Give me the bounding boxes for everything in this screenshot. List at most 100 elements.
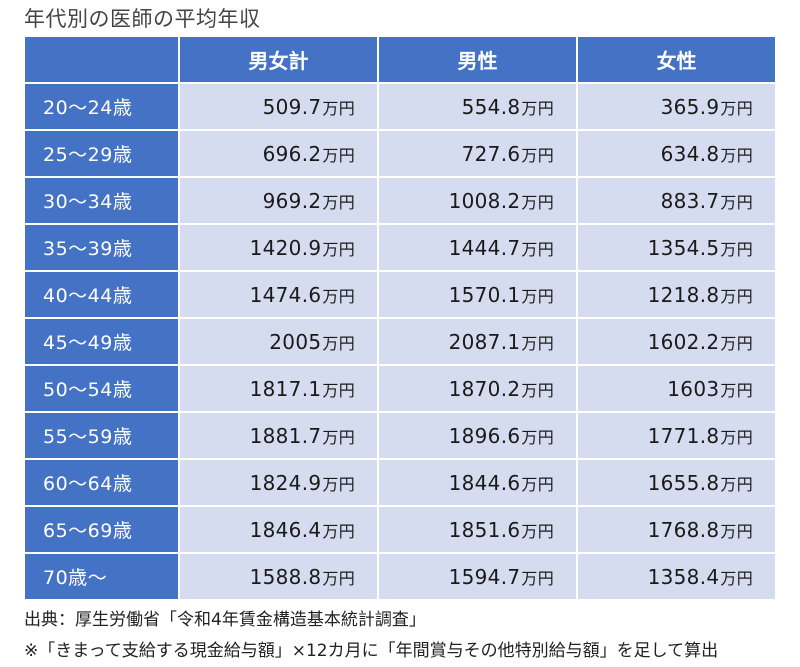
cell-value: 1602.2 [647, 329, 720, 354]
cell-unit: 万円 [720, 427, 753, 447]
row-header-age: 45～49歳 [25, 319, 178, 364]
cell-unit: 万円 [521, 427, 554, 447]
calculation-note: ※「きまって支給する現金給与額」×12カ月に「年間賞与その他特別給与額」を足して… [24, 641, 719, 661]
cell-male: 2087.1 万円 [379, 319, 576, 364]
cell-unit: 万円 [322, 239, 355, 259]
cell-female: 1655.8 万円 [578, 460, 775, 505]
cell-value: 969.2 [262, 188, 322, 213]
row-header-age: 20～24歳 [25, 84, 178, 129]
cell-unit: 万円 [720, 145, 753, 165]
cell-value: 1444.7 [448, 235, 521, 260]
cell-unit: 万円 [322, 380, 355, 400]
cell-value: 509.7 [262, 94, 322, 119]
cell-value: 2087.1 [448, 329, 521, 354]
row-header-age: 25～29歳 [25, 131, 178, 176]
cell-value: 1594.7 [448, 564, 521, 589]
cell-value: 554.8 [461, 94, 521, 119]
cell-male: 1896.6 万円 [379, 413, 576, 458]
cell-male: 554.8 万円 [379, 84, 576, 129]
cell-value: 1851.6 [448, 517, 521, 542]
cell-unit: 万円 [720, 286, 753, 306]
cell-total: 1474.6 万円 [180, 272, 377, 317]
cell-male: 727.6 万円 [379, 131, 576, 176]
row-header-age: 50～54歳 [25, 366, 178, 411]
cell-female: 1768.8 万円 [578, 507, 775, 552]
cell-female: 1354.5 万円 [578, 225, 775, 270]
cell-value: 1844.6 [448, 470, 521, 495]
cell-unit: 万円 [322, 333, 355, 353]
cell-value: 1420.9 [249, 235, 322, 260]
cell-value: 1655.8 [647, 470, 720, 495]
cell-unit: 万円 [720, 98, 753, 118]
cell-unit: 万円 [521, 380, 554, 400]
cell-unit: 万円 [521, 239, 554, 259]
cell-male: 1870.2 万円 [379, 366, 576, 411]
cell-unit: 万円 [720, 380, 753, 400]
column-header-male: 男性 [379, 37, 576, 82]
cell-value: 1817.1 [249, 376, 322, 401]
cell-female: 365.9 万円 [578, 84, 775, 129]
cell-unit: 万円 [521, 568, 554, 588]
cell-value: 696.2 [262, 141, 322, 166]
cell-male: 1844.6 万円 [379, 460, 576, 505]
cell-male: 1594.7 万円 [379, 554, 576, 599]
cell-unit: 万円 [521, 521, 554, 541]
row-header-age: 30～34歳 [25, 178, 178, 223]
cell-unit: 万円 [521, 286, 554, 306]
cell-value: 1354.5 [647, 235, 720, 260]
cell-value: 727.6 [461, 141, 521, 166]
cell-unit: 万円 [720, 568, 753, 588]
cell-total: 1588.8 万円 [180, 554, 377, 599]
cell-unit: 万円 [322, 474, 355, 494]
cell-unit: 万円 [720, 474, 753, 494]
cell-value: 1771.8 [647, 423, 720, 448]
cell-value: 1881.7 [249, 423, 322, 448]
cell-unit: 万円 [720, 192, 753, 212]
cell-value: 634.8 [660, 141, 720, 166]
cell-unit: 万円 [720, 521, 753, 541]
row-header-age: 65～69歳 [25, 507, 178, 552]
table-corner-cell [25, 37, 178, 82]
cell-value: 2005 [269, 329, 322, 354]
cell-unit: 万円 [521, 145, 554, 165]
column-header-female: 女性 [578, 37, 775, 82]
cell-value: 1824.9 [249, 470, 322, 495]
cell-female: 1771.8 万円 [578, 413, 775, 458]
cell-unit: 万円 [322, 568, 355, 588]
cell-value: 1218.8 [647, 282, 720, 307]
cell-female: 883.7 万円 [578, 178, 775, 223]
cell-male: 1444.7 万円 [379, 225, 576, 270]
row-header-age: 70歳～ [25, 554, 178, 599]
cell-female: 1358.4 万円 [578, 554, 775, 599]
cell-value: 1474.6 [249, 282, 322, 307]
row-header-age: 55～59歳 [25, 413, 178, 458]
cell-male: 1851.6 万円 [379, 507, 576, 552]
cell-total: 969.2 万円 [180, 178, 377, 223]
cell-value: 1870.2 [448, 376, 521, 401]
cell-value: 883.7 [660, 188, 720, 213]
cell-unit: 万円 [322, 145, 355, 165]
cell-unit: 万円 [720, 333, 753, 353]
cell-unit: 万円 [322, 286, 355, 306]
cell-male: 1008.2 万円 [379, 178, 576, 223]
table-title: 年代別の医師の平均年収 [24, 7, 261, 31]
cell-total: 696.2 万円 [180, 131, 377, 176]
cell-unit: 万円 [322, 98, 355, 118]
cell-female: 634.8 万円 [578, 131, 775, 176]
cell-value: 365.9 [660, 94, 720, 119]
cell-value: 1358.4 [647, 564, 720, 589]
row-header-age: 60～64歳 [25, 460, 178, 505]
cell-male: 1570.1 万円 [379, 272, 576, 317]
cell-value: 1768.8 [647, 517, 720, 542]
cell-unit: 万円 [322, 521, 355, 541]
cell-value: 1603 [667, 376, 720, 401]
cell-value: 1896.6 [448, 423, 521, 448]
row-header-age: 35～39歳 [25, 225, 178, 270]
source-note: 出典：厚生労働省「令和4年賃金構造基本統計調査」 [24, 610, 426, 630]
cell-total: 1824.9 万円 [180, 460, 377, 505]
cell-unit: 万円 [521, 333, 554, 353]
cell-total: 509.7 万円 [180, 84, 377, 129]
cell-female: 1602.2 万円 [578, 319, 775, 364]
cell-total: 1846.4 万円 [180, 507, 377, 552]
cell-total: 1881.7 万円 [180, 413, 377, 458]
